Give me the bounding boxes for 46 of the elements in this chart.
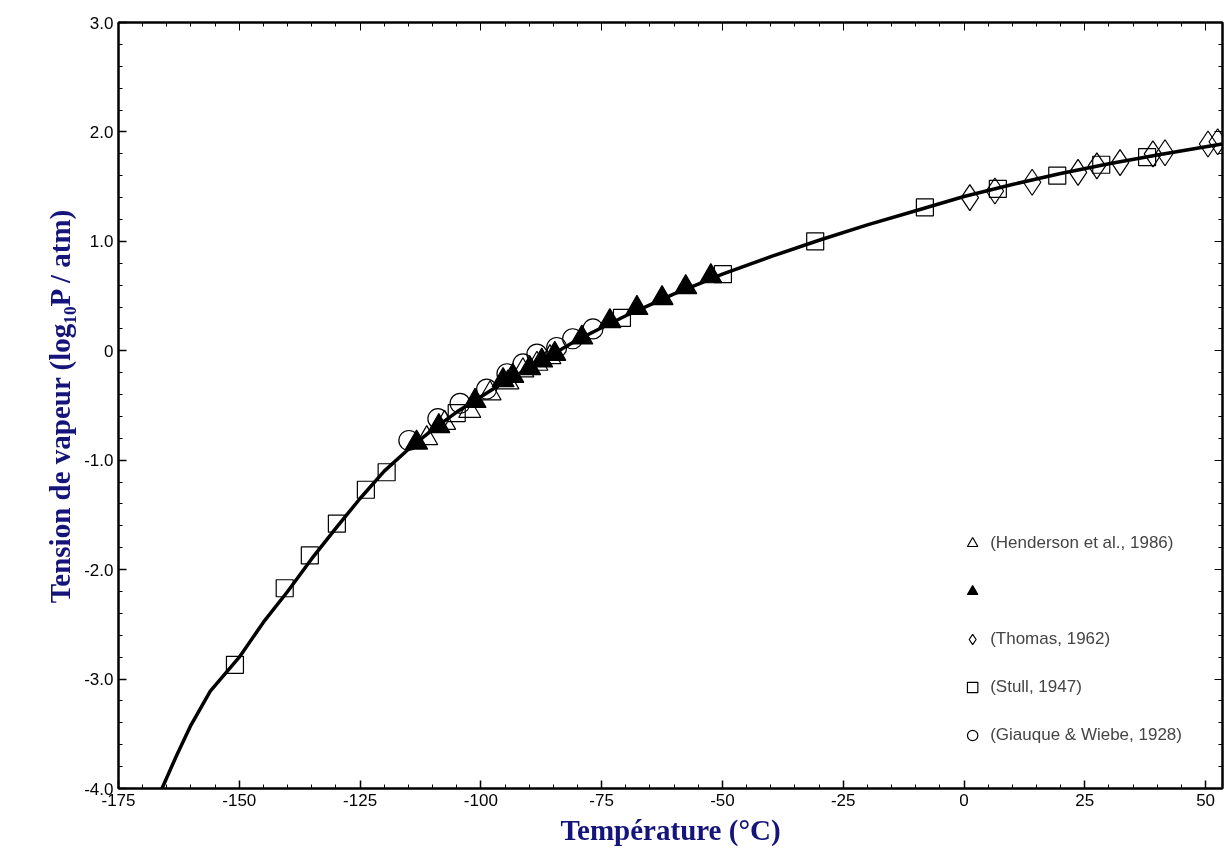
point [985, 177, 1005, 205]
point [582, 318, 604, 340]
x-tick-label: -75 [589, 790, 614, 810]
point [300, 546, 319, 565]
x-tick-label: -50 [710, 790, 735, 810]
point [1048, 166, 1067, 185]
legend-label: (Henderson et al., 1986) [990, 533, 1174, 553]
point [1143, 140, 1163, 168]
point [1092, 155, 1111, 174]
point [612, 308, 632, 328]
y-tick-label: -3.0 [84, 670, 114, 690]
x-tick-label: 25 [1075, 790, 1095, 810]
point [377, 463, 396, 482]
point [449, 392, 471, 414]
point [1022, 168, 1042, 196]
point [225, 655, 245, 674]
y-axis-title: Tension de vapeur (log₁₀P / atm) [44, 209, 78, 604]
y-tick-label: 0 [104, 341, 114, 361]
point [447, 404, 466, 423]
x-axis-title: Température (°C) [560, 813, 781, 847]
point [275, 579, 294, 598]
y-tick-label: -1.0 [84, 451, 114, 471]
x-tick-label: -25 [830, 790, 856, 810]
point [1138, 148, 1157, 167]
legend-label: (Thomas, 1962) [990, 629, 1111, 649]
legend-label: (Giauque & Wiebe, 1928) [990, 725, 1182, 745]
point [988, 179, 1007, 198]
y-tick-label: 2.0 [89, 122, 114, 142]
point [356, 480, 375, 499]
y-tick-label: -2.0 [84, 560, 114, 580]
point [1155, 139, 1175, 167]
y-tick-label: 3.0 [89, 13, 114, 33]
point [562, 328, 584, 350]
point [1087, 152, 1107, 180]
point [806, 232, 825, 251]
point [1198, 130, 1218, 158]
y-tick-label: 1.0 [89, 232, 114, 252]
legend-label: (Stull, 1947) [990, 677, 1082, 697]
point [713, 265, 733, 284]
point [327, 514, 346, 533]
x-tick-label: -100 [463, 790, 498, 810]
x-tick-label: 0 [959, 790, 969, 810]
x-tick-label: -150 [222, 790, 257, 810]
point [915, 198, 934, 217]
x-tick-label: 50 [1196, 790, 1216, 810]
x-tick-label: -125 [343, 790, 378, 810]
